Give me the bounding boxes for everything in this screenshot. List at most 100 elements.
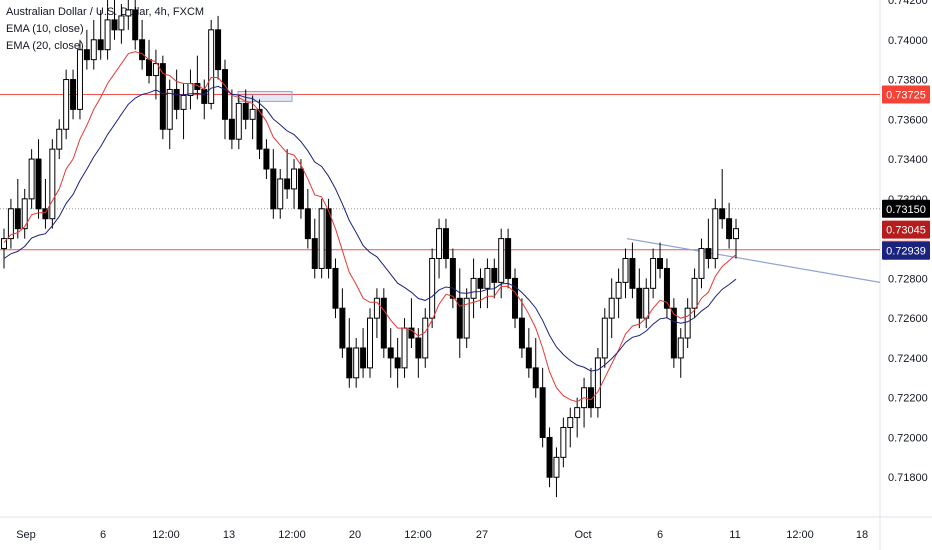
candle-body <box>1 238 7 250</box>
candle-body <box>97 39 104 51</box>
x-tick-label: 6 <box>657 529 663 541</box>
candle-body <box>152 63 159 77</box>
candle-body <box>401 327 408 369</box>
ema20-line <box>3 85 737 372</box>
x-tick-label: 27 <box>476 529 488 541</box>
x-tick-label: 13 <box>223 529 235 541</box>
price-tag-label: 0.72939 <box>886 246 926 258</box>
candle-body <box>304 208 311 240</box>
candle-body <box>726 218 733 240</box>
candle-body <box>643 287 650 319</box>
candle-body <box>408 327 415 339</box>
candle-body <box>221 69 228 120</box>
candle-body <box>208 29 215 104</box>
candle-body <box>636 287 643 319</box>
y-tick-label: 0.72200 <box>888 393 928 405</box>
price-tag-label: 0.73725 <box>886 89 926 101</box>
candle-body <box>235 102 242 140</box>
candle-body <box>263 148 270 170</box>
candle-body <box>670 307 677 359</box>
y-tick-label: 0.73800 <box>888 75 928 87</box>
trendline[interactable] <box>626 238 881 283</box>
candle-body <box>498 238 505 283</box>
candle-body <box>90 39 97 61</box>
y-tick-label: 0.73400 <box>888 154 928 166</box>
legend-ema10: EMA (10, close) <box>6 23 84 35</box>
candle-body <box>387 347 394 359</box>
candle-body <box>125 9 132 17</box>
resistance-zone-box[interactable] <box>237 90 293 102</box>
candle-body <box>21 198 28 230</box>
candle-body <box>449 258 456 299</box>
candle-body <box>42 208 49 220</box>
candle-body <box>629 258 636 289</box>
candle-body <box>215 29 222 71</box>
x-tick-label: Oct <box>574 529 591 541</box>
candle-body <box>719 208 726 220</box>
candle-body <box>318 208 325 269</box>
candle-body <box>76 49 83 110</box>
candle-body <box>677 337 684 359</box>
candle-body <box>159 63 166 130</box>
candle-body <box>28 158 35 200</box>
candle-body <box>525 347 532 369</box>
candle-body <box>532 367 539 389</box>
candle-body <box>574 407 581 419</box>
candle-body <box>567 417 574 429</box>
candle-body <box>173 88 180 110</box>
candle-body <box>14 208 21 230</box>
candle-body <box>650 258 657 289</box>
x-tick-label: 12:00 <box>278 529 306 541</box>
candle-body <box>297 168 304 210</box>
candle-body <box>104 19 111 51</box>
candle-body <box>111 19 118 31</box>
x-tick-label: 12:00 <box>152 529 180 541</box>
candle-body <box>546 436 553 478</box>
y-tick-label: 0.72400 <box>888 353 928 365</box>
candle-body <box>146 59 153 77</box>
y-tick-label: 0.72800 <box>888 273 928 285</box>
candle-body <box>512 277 519 319</box>
candle-body <box>35 158 42 210</box>
candle-body <box>394 357 401 369</box>
candle-body <box>228 118 235 140</box>
x-tick-label: 12:00 <box>786 529 814 541</box>
candle-body <box>311 238 318 269</box>
candle-body <box>132 9 139 41</box>
candle-body <box>684 307 691 339</box>
x-tick-label: 20 <box>349 529 361 541</box>
chart-legend: Australian Dollar / U.S. Dollar, 4h, FXC… <box>6 4 204 55</box>
candle-body <box>242 102 249 120</box>
candle-body <box>118 15 125 31</box>
candle-body <box>594 357 601 409</box>
candle-body <box>180 94 187 110</box>
candle-body <box>70 79 77 110</box>
price-tag <box>882 241 930 260</box>
candle-body <box>249 108 256 120</box>
candle-body <box>7 208 14 240</box>
candle-body <box>332 267 339 309</box>
candle-body <box>663 267 670 309</box>
candle-body <box>505 238 512 279</box>
candle-body <box>380 297 387 349</box>
y-tick-label: 0.74200 <box>888 0 928 7</box>
y-tick-label: 0.72000 <box>888 432 928 444</box>
candle-body <box>608 297 615 319</box>
y-tick-label: 0.73600 <box>888 114 928 126</box>
candle-body <box>518 317 525 349</box>
candle-body <box>373 297 380 319</box>
candle-body <box>56 128 63 150</box>
candle-body <box>339 307 346 349</box>
candle-body <box>63 79 70 130</box>
candle-body <box>166 88 173 130</box>
candle-body <box>491 267 498 283</box>
candle-body <box>49 148 56 220</box>
candle-body <box>733 228 739 240</box>
candle-body <box>463 297 470 339</box>
price-tag <box>882 85 930 104</box>
price-tag-label: 0.73150 <box>886 204 926 216</box>
x-tick-label: 11 <box>729 529 740 541</box>
candle-body <box>705 248 712 260</box>
candle-body <box>622 258 629 283</box>
